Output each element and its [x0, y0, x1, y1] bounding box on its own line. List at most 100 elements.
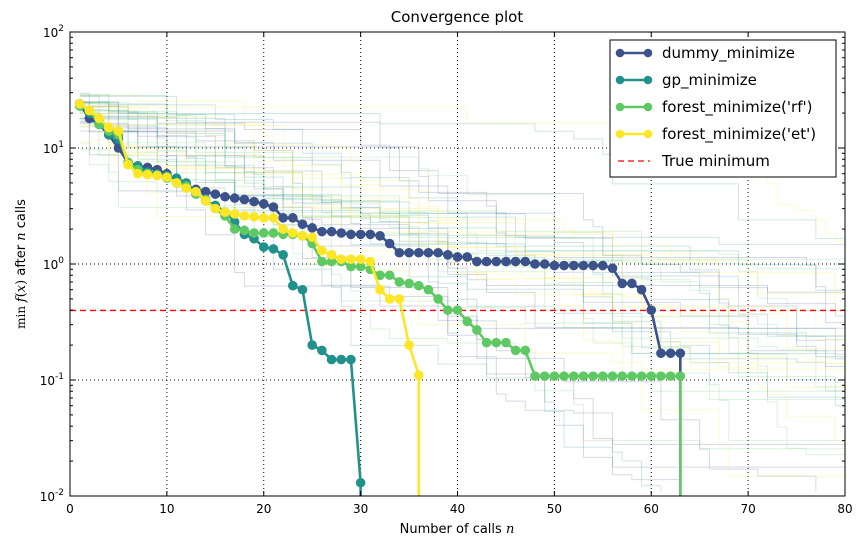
x-tick-label: 0	[66, 502, 74, 516]
series-point	[539, 259, 550, 269]
legend-marker	[643, 75, 653, 85]
series-point	[665, 371, 676, 381]
series-point	[472, 325, 482, 335]
series-point	[220, 191, 230, 202]
y-tick-label: 101	[43, 140, 64, 156]
legend-marker	[643, 129, 653, 139]
x-axis-label: Number of calls n	[400, 522, 515, 537]
background-run-line	[79, 112, 845, 370]
series-point	[636, 284, 647, 295]
series-point	[588, 260, 598, 271]
series-point	[617, 278, 627, 289]
series-point	[559, 260, 569, 271]
series-point	[258, 199, 269, 209]
series-point	[142, 169, 153, 180]
series-point	[220, 207, 230, 217]
series-point	[627, 278, 637, 289]
series-point	[181, 183, 192, 194]
background-run-line	[79, 121, 681, 492]
series-point	[462, 316, 472, 327]
background-run-line	[79, 102, 845, 352]
series-point	[326, 250, 337, 260]
series-point	[501, 337, 511, 348]
series-point	[394, 294, 405, 304]
series-point	[200, 196, 211, 206]
x-tick-label: 80	[837, 502, 852, 516]
series-point	[346, 354, 356, 365]
series-point	[404, 340, 414, 350]
series-point	[510, 256, 521, 267]
legend-label: True minimum	[661, 152, 770, 170]
x-tick-label: 10	[159, 502, 174, 516]
series-point	[491, 337, 502, 348]
background-run-line	[79, 139, 845, 311]
series-point	[472, 256, 482, 267]
series-point	[123, 159, 133, 170]
series-point	[346, 254, 356, 264]
series-point	[394, 247, 405, 258]
background-run-line	[79, 101, 845, 285]
series-point	[288, 228, 298, 238]
series-point	[404, 278, 414, 289]
series-point	[481, 337, 492, 348]
series-point	[258, 213, 269, 223]
series-point	[171, 178, 182, 188]
series-point	[423, 284, 434, 295]
background-run-line	[79, 101, 845, 341]
background-run-line	[79, 101, 845, 337]
background-run-line	[79, 118, 845, 329]
series-point	[646, 371, 657, 381]
series-point	[191, 186, 201, 197]
background-run-line	[79, 125, 845, 364]
background-run-line	[79, 115, 845, 456]
series-point	[355, 477, 366, 488]
x-tick-label: 20	[256, 502, 271, 516]
legend-marker	[643, 48, 653, 58]
background-run-line	[79, 120, 845, 452]
series-point	[617, 371, 627, 381]
background-run-line	[79, 101, 845, 367]
series-point	[588, 371, 598, 381]
series-point	[375, 231, 385, 241]
background-runs	[79, 92, 845, 492]
series-point	[413, 247, 424, 258]
legend-marker	[615, 75, 625, 85]
background-run-line	[79, 95, 662, 492]
y-tick-label: 102	[43, 24, 64, 40]
background-run-line	[79, 126, 845, 359]
series-point	[549, 371, 560, 381]
background-run-line	[79, 109, 817, 492]
series-point	[443, 305, 453, 315]
series-point	[152, 170, 162, 181]
series-point	[229, 193, 240, 203]
background-run-line	[79, 104, 845, 388]
series-point	[598, 371, 608, 381]
legend-label: gp_minimize	[662, 71, 757, 90]
background-run-line	[79, 105, 845, 468]
series-point	[307, 223, 317, 233]
background-run-line	[79, 92, 845, 293]
background-run-line	[79, 94, 845, 398]
series-point	[384, 238, 395, 249]
series-point	[355, 254, 366, 264]
series-point	[636, 371, 647, 381]
series-point	[423, 247, 434, 258]
series-point	[443, 250, 453, 260]
series-point	[297, 284, 308, 295]
series-point	[278, 213, 288, 223]
series-point	[239, 211, 250, 221]
background-run-line	[79, 107, 845, 383]
series-point	[404, 247, 414, 258]
series-point	[355, 229, 366, 240]
series-point	[74, 99, 85, 109]
series-point	[452, 305, 463, 315]
series-point	[665, 348, 676, 359]
series-point	[520, 256, 531, 267]
series-point	[268, 228, 279, 238]
series-point	[520, 345, 531, 356]
chart-title: Convergence plot	[391, 8, 524, 26]
series-point	[598, 260, 608, 271]
series-point	[249, 212, 259, 222]
series-point	[549, 260, 560, 271]
series-point	[530, 371, 540, 381]
